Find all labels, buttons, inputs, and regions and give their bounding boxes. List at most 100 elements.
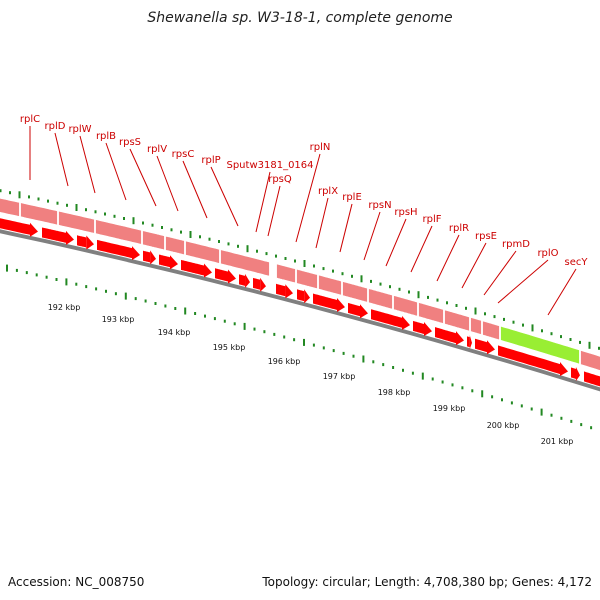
- gene-arrow-body: [371, 309, 402, 328]
- outer-tick-mark: [246, 245, 249, 253]
- gene-segment: [418, 302, 444, 325]
- kbp-tick-mark: [194, 312, 197, 315]
- kbp-tick-mark: [501, 398, 503, 402]
- kbp-tick-mark: [213, 317, 216, 321]
- gene-arrow-body: [77, 235, 87, 248]
- outer-tick-mark: [132, 217, 135, 225]
- kbp-tick-mark: [332, 349, 335, 353]
- gene-label-rplB: rplB: [96, 131, 116, 142]
- gene-arrow-head: [204, 263, 212, 278]
- gene-arrow-head: [575, 366, 580, 381]
- kbp-label: 200 kbp: [487, 421, 520, 430]
- gene-arrow-body: [97, 239, 132, 259]
- outer-tick-mark: [170, 228, 173, 232]
- outer-tick-mark: [436, 298, 439, 302]
- gene-segment: [185, 240, 220, 264]
- outer-tick-mark: [341, 272, 344, 276]
- leader-line: [339, 203, 353, 253]
- gene-arrow-body: [239, 274, 246, 286]
- outer-tick-mark: [313, 264, 315, 268]
- outer-tick-mark: [465, 306, 467, 310]
- outer-tick-mark: [284, 257, 287, 260]
- gene-label-rpsN: rpsN: [368, 200, 391, 211]
- kbp-tick-mark: [75, 282, 78, 286]
- kbp-tick-mark: [204, 314, 206, 318]
- gene-arrow-head: [132, 246, 140, 261]
- outer-tick-mark: [294, 259, 296, 263]
- gene-segment: [580, 349, 600, 371]
- gene-arrow-body: [348, 302, 360, 317]
- kbp-tick-mark: [421, 372, 424, 380]
- gene-segment-track: [0, 197, 600, 371]
- outer-tick-mark: [113, 214, 116, 218]
- kbp-tick-mark: [560, 416, 563, 420]
- gene-segment: [276, 263, 296, 284]
- outer-tick-mark: [541, 329, 543, 333]
- gene-arrow-head: [285, 284, 293, 299]
- leader-line: [410, 225, 433, 273]
- outer-tick-track: [0, 189, 600, 350]
- outer-tick-mark: [37, 197, 40, 201]
- leader-line: [461, 242, 487, 289]
- kbp-tick-mark: [45, 275, 48, 279]
- gene-arrow-head: [469, 335, 472, 350]
- kbp-tick-mark: [451, 383, 454, 387]
- gene-arrow-head: [66, 230, 74, 245]
- kbp-tick-mark: [530, 407, 533, 411]
- kbp-tick-mark: [491, 395, 494, 399]
- outer-tick-mark: [398, 287, 401, 291]
- leader-line: [54, 132, 69, 187]
- kbp-tick-mark: [322, 346, 325, 350]
- gene-arrow-head: [337, 297, 345, 312]
- gene-arrow-head: [150, 250, 156, 265]
- outer-tick-mark: [161, 226, 163, 229]
- gene-segment: [20, 202, 58, 226]
- gene-label-Sputw3181_0164: Sputw3181_0164: [226, 160, 313, 171]
- kbp-tick-mark: [184, 307, 187, 315]
- kbp-tick-mark: [124, 292, 127, 300]
- outer-tick-mark: [531, 324, 534, 332]
- gene-segment: [368, 288, 393, 310]
- gene-arrow-head: [360, 304, 368, 319]
- gene-label-rplR: rplR: [449, 223, 469, 234]
- outer-tick-mark: [560, 335, 562, 339]
- leader-line: [436, 234, 460, 282]
- leader-line: [385, 218, 407, 267]
- kbp-tick-mark: [471, 389, 474, 393]
- outer-tick-mark: [123, 217, 125, 220]
- outer-tick-mark: [332, 269, 334, 273]
- genome-backbone: [0, 229, 600, 392]
- outer-tick-mark: [522, 323, 524, 327]
- outer-tick-mark: [370, 279, 372, 283]
- outer-tick-mark: [104, 212, 106, 216]
- leader-line: [547, 268, 577, 316]
- outer-tick-mark: [275, 254, 277, 258]
- gene-segment: [444, 309, 470, 332]
- leader-line: [156, 155, 179, 212]
- gene-label-rplC: rplC: [20, 114, 40, 125]
- gene-label-rplO: rplO: [537, 248, 558, 259]
- outer-tick-mark: [56, 201, 59, 205]
- genome-title: Shewanella sp. W3-18-1, complete genome: [147, 10, 453, 26]
- kbp-tick-mark: [144, 299, 147, 303]
- kbp-tick-mark: [520, 404, 523, 408]
- gene-label-rpsS: rpsS: [119, 137, 141, 148]
- gene-arrow-head: [456, 331, 464, 346]
- kbp-tick-mark: [233, 322, 236, 326]
- gene-arrow-head: [30, 222, 38, 237]
- kbp-label: 201 kbp: [541, 437, 574, 446]
- gene-label-rpsQ: rpsQ: [268, 174, 292, 185]
- kbp-tick-mark: [263, 330, 266, 334]
- outer-tick-mark: [47, 199, 49, 203]
- kbp-tick-mark: [431, 377, 434, 381]
- kbp-label: 192 kbp: [48, 303, 81, 312]
- kbp-tick-mark: [95, 287, 98, 291]
- outer-tick-mark: [408, 290, 410, 294]
- outer-tick-mark: [256, 249, 258, 253]
- leader-line: [182, 160, 208, 219]
- gene-arrow-head: [560, 362, 568, 377]
- kbp-tick-mark: [362, 355, 365, 363]
- gene-arrow-head: [228, 269, 236, 284]
- gene-label-rpmD: rpmD: [502, 239, 530, 250]
